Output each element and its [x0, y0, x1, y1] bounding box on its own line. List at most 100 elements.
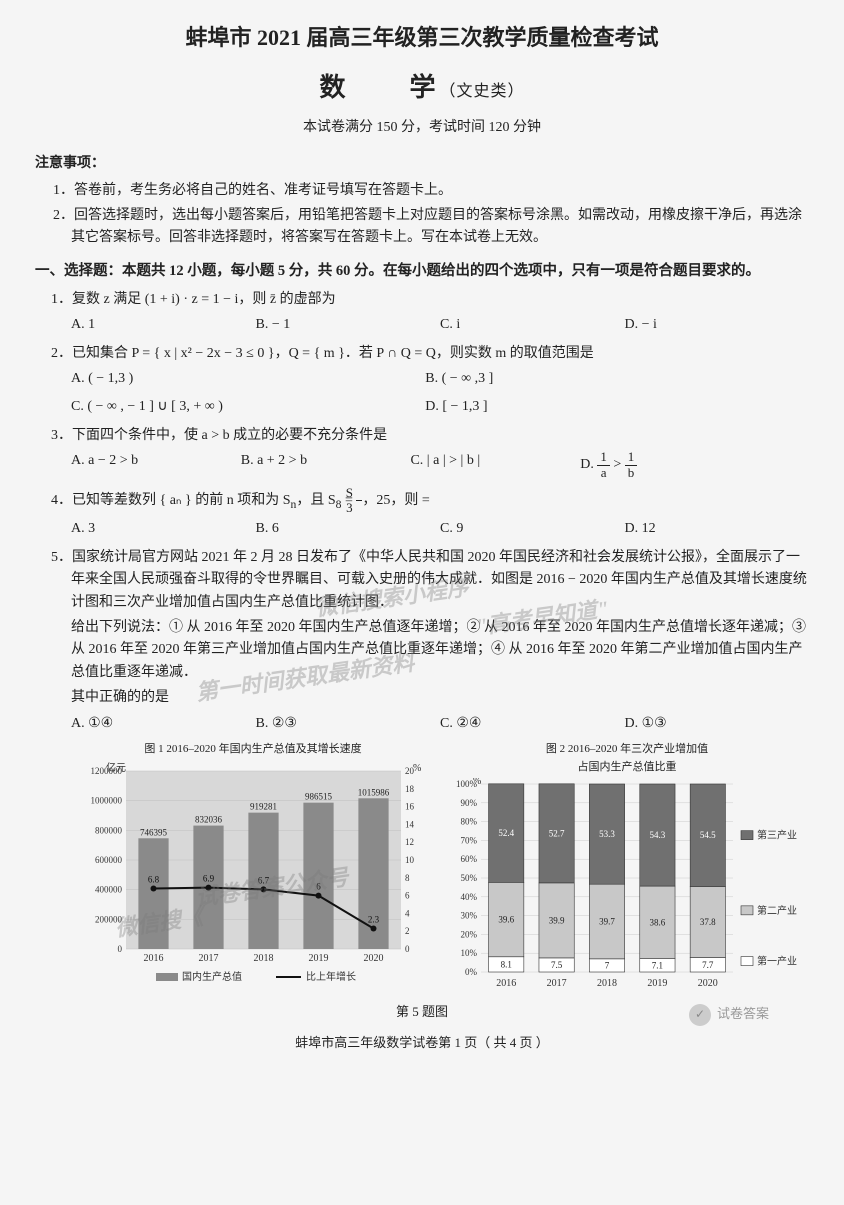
- svg-text:52.4: 52.4: [498, 828, 514, 838]
- svg-text:54.3: 54.3: [650, 830, 666, 840]
- q1-c: C. i: [440, 314, 625, 336]
- svg-text:%: %: [413, 763, 421, 774]
- q3-text: 3．下面四个条件中，使 a > b 成立的必要不充分条件是: [35, 425, 809, 447]
- svg-text:6.8: 6.8: [148, 874, 160, 884]
- svg-text:6.9: 6.9: [203, 873, 215, 883]
- svg-text:2.3: 2.3: [368, 914, 380, 924]
- svg-text:80%: 80%: [461, 817, 478, 827]
- wechat-text: 试卷答案: [717, 1004, 769, 1025]
- svg-text:2019: 2019: [309, 953, 329, 964]
- svg-text:亿元: 亿元: [106, 761, 126, 774]
- chart1-title: 图 1 2016–2020 年国内生产总值及其增长速度: [71, 741, 435, 759]
- q2-a: A. ( − 1,3 ): [71, 368, 425, 390]
- svg-text:10%: 10%: [461, 948, 478, 958]
- svg-text:6: 6: [316, 881, 321, 891]
- wechat-icon: ✓: [689, 1004, 711, 1026]
- svg-text:90%: 90%: [461, 798, 478, 808]
- q5-p1: 5．国家统计局官方网站 2021 年 2 月 28 日发布了《中华人民共和国 2…: [35, 547, 809, 614]
- q4-options: A. 3 B. 6 C. 9 D. 12: [35, 518, 809, 540]
- notice-head: 注意事项：: [35, 153, 809, 175]
- q2-options-row2: C. ( − ∞ , − 1 ] ∪ [ 3, + ∞ ) D. [ − 1,3…: [35, 396, 809, 418]
- chart-1: 图 1 2016–2020 年国内生产总值及其增长速度 020000040000…: [71, 741, 435, 996]
- svg-text:2: 2: [405, 926, 410, 936]
- svg-text:第一产业: 第一产业: [757, 955, 797, 968]
- svg-text:2016: 2016: [144, 953, 164, 964]
- svg-text:2020: 2020: [698, 978, 718, 989]
- q4-text-e: =: [418, 493, 429, 508]
- svg-text:60%: 60%: [461, 854, 478, 864]
- q1-d: D. − i: [625, 314, 810, 336]
- q1-text: 1．复数 z 满足 (1 + i) · z = 1 − i，则 z̄ 的虚部为: [35, 289, 809, 311]
- svg-text:比上年增长: 比上年增长: [306, 970, 356, 983]
- svg-text:1000000: 1000000: [91, 795, 123, 805]
- svg-text:800000: 800000: [95, 825, 123, 835]
- svg-text:986515: 986515: [305, 791, 333, 801]
- q4-c: C. 9: [440, 518, 625, 540]
- q3-c: C. | a | > | b |: [410, 450, 580, 480]
- notice-item-1: 1．答卷前，考生务必将自己的姓名、准考证号填写在答题卡上。: [35, 180, 809, 202]
- q4-b: B. 6: [256, 518, 441, 540]
- svg-text:16: 16: [405, 801, 415, 811]
- q3-d: D. 1a > 1b: [580, 450, 801, 480]
- svg-text:50%: 50%: [461, 873, 478, 883]
- svg-text:39.6: 39.6: [498, 915, 514, 925]
- svg-text:18: 18: [405, 783, 415, 793]
- svg-text:53.3: 53.3: [599, 829, 615, 839]
- svg-text:38.6: 38.6: [650, 918, 666, 928]
- svg-text:0: 0: [405, 944, 410, 954]
- q3-options: A. a − 2 > b B. a + 2 > b C. | a | > | b…: [35, 450, 809, 480]
- svg-text:832036: 832036: [195, 814, 223, 824]
- q1-a: A. 1: [71, 314, 256, 336]
- svg-text:2019: 2019: [647, 978, 667, 989]
- svg-text:7: 7: [605, 961, 610, 971]
- q4-text-b: ，且 S: [296, 493, 335, 508]
- notice-item-2: 2．回答选择题时，选出每小题答案后，用铅笔把答题卡上对应题目的答案标号涂黑。如需…: [35, 205, 809, 250]
- subject-name: 数 学: [319, 73, 439, 102]
- svg-text:1015986: 1015986: [358, 787, 390, 797]
- q5-options: A. ①④ B. ②③ C. ②④ D. ①③: [35, 713, 809, 735]
- svg-text:39.9: 39.9: [549, 916, 565, 926]
- page-footer: 蚌埠市高三年级数学试卷第 1 页（ 共 4 页 ）: [35, 1033, 809, 1054]
- q2-d: D. [ − 1,3 ]: [425, 396, 779, 418]
- svg-text:第二产业: 第二产业: [757, 904, 797, 917]
- svg-text:4: 4: [405, 908, 410, 918]
- svg-text:12: 12: [405, 837, 414, 847]
- chart1-svg: 0200000400000600000800000100000012000000…: [71, 761, 431, 991]
- q1-b: B. − 1: [256, 314, 441, 336]
- q1-options: A. 1 B. − 1 C. i D. − i: [35, 314, 809, 336]
- svg-text:400000: 400000: [95, 884, 123, 894]
- q4-a: A. 3: [71, 518, 256, 540]
- q5-b: B. ②③: [256, 713, 441, 735]
- svg-text:30%: 30%: [461, 911, 478, 921]
- svg-text:2017: 2017: [199, 953, 219, 964]
- svg-text:40%: 40%: [461, 892, 478, 902]
- q5-a: A. ①④: [71, 713, 256, 735]
- svg-text:70%: 70%: [461, 836, 478, 846]
- q4-text-a: 4．已知等差数列 { aₙ } 的前 n 项和为 S: [51, 493, 291, 508]
- chart2-svg: 0%10%20%30%40%50%60%70%80%90%100%%8.139.…: [445, 778, 805, 996]
- svg-text:7.1: 7.1: [652, 960, 663, 970]
- svg-text:8: 8: [405, 872, 410, 882]
- svg-text:2020: 2020: [364, 953, 384, 964]
- q3-b: B. a + 2 > b: [241, 450, 411, 480]
- svg-text:国内生产总值: 国内生产总值: [182, 970, 242, 983]
- svg-text:52.7: 52.7: [549, 829, 565, 839]
- q2-c: C. ( − ∞ , − 1 ] ∪ [ 3, + ∞ ): [71, 396, 425, 418]
- svg-text:37.8: 37.8: [700, 917, 716, 927]
- svg-text:20%: 20%: [461, 930, 478, 940]
- svg-text:10: 10: [405, 855, 415, 865]
- q4-d: D. 12: [625, 518, 810, 540]
- svg-text:7.7: 7.7: [702, 960, 714, 970]
- svg-text:0%: 0%: [465, 967, 478, 977]
- exam-info: 本试卷满分 150 分，考试时间 120 分钟: [35, 117, 809, 139]
- chart-2: 图 2 2016–2020 年三次产业增加值 占国内生产总值比重 0%10%20…: [445, 741, 809, 996]
- svg-text:7.5: 7.5: [551, 960, 563, 970]
- svg-text:0: 0: [118, 944, 123, 954]
- q5-p3: 其中正确的的是: [35, 687, 809, 709]
- svg-text:919281: 919281: [250, 801, 277, 811]
- svg-text:2018: 2018: [597, 978, 617, 989]
- wechat-badge: ✓ 试卷答案: [689, 1004, 769, 1026]
- exam-title: 蚌埠市 2021 届高三年级第三次教学质量检查考试: [35, 20, 809, 55]
- svg-text:2018: 2018: [254, 953, 274, 964]
- svg-text:14: 14: [405, 819, 415, 829]
